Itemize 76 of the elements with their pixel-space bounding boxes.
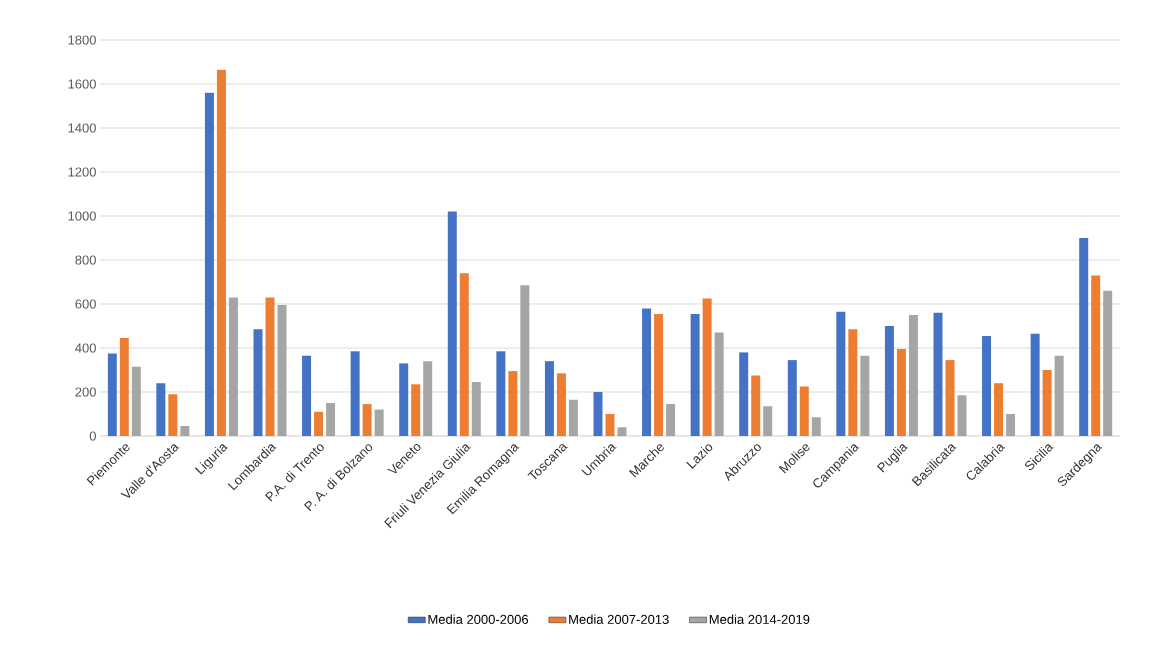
bar xyxy=(896,349,906,436)
y-tick-label: 1200 xyxy=(68,167,96,177)
bar xyxy=(423,361,433,436)
bar xyxy=(1006,414,1016,436)
legend-label: Media 2014-2019 xyxy=(709,614,810,624)
bar xyxy=(568,399,578,436)
bar xyxy=(544,361,554,436)
legend-label: Media 2007-2013 xyxy=(569,614,669,624)
bar xyxy=(763,406,773,436)
bar xyxy=(362,404,372,436)
bar xyxy=(350,351,360,436)
bar xyxy=(556,373,566,436)
bar xyxy=(374,409,384,436)
bar xyxy=(107,353,117,436)
bar xyxy=(459,273,469,436)
bar xyxy=(860,355,870,436)
bar xyxy=(508,371,518,436)
bar xyxy=(690,313,700,436)
bar xyxy=(277,305,287,436)
y-tick-label: 1600 xyxy=(68,79,96,89)
bar xyxy=(168,394,178,436)
y-tick-label: 800 xyxy=(75,255,96,265)
bar xyxy=(933,312,943,436)
legend-label: Media 2000-2006 xyxy=(428,614,529,624)
bar xyxy=(666,404,676,436)
bar xyxy=(702,298,712,436)
bar xyxy=(216,69,226,436)
bar xyxy=(471,382,481,436)
bar xyxy=(884,326,894,436)
bar xyxy=(302,355,312,436)
y-tick-label: 0 xyxy=(89,431,96,441)
bar xyxy=(617,427,627,436)
bar xyxy=(593,392,603,436)
bar xyxy=(1091,275,1101,436)
bar xyxy=(848,329,858,436)
bar xyxy=(180,426,190,436)
bar xyxy=(739,352,749,436)
y-tick-label: 1400 xyxy=(68,123,96,133)
bar xyxy=(1042,370,1052,436)
bar xyxy=(605,414,615,436)
bar xyxy=(447,211,457,436)
bar xyxy=(982,335,992,436)
bar xyxy=(411,384,421,436)
bar xyxy=(945,360,955,436)
y-tick-label: 400 xyxy=(75,343,96,353)
bar xyxy=(314,411,324,436)
bar xyxy=(957,395,967,436)
bar xyxy=(496,351,506,436)
y-tick-label: 1800 xyxy=(68,35,96,45)
bar xyxy=(642,308,652,436)
bar xyxy=(751,375,761,436)
bar xyxy=(654,313,664,436)
bar xyxy=(265,297,275,436)
bar xyxy=(994,383,1004,436)
bar xyxy=(1054,355,1064,436)
bar xyxy=(908,315,918,436)
y-tick-label: 200 xyxy=(75,387,96,397)
bar xyxy=(253,329,263,436)
bar xyxy=(787,360,797,436)
bar xyxy=(1103,290,1113,436)
bar xyxy=(714,332,724,436)
bar xyxy=(131,366,141,436)
bar xyxy=(119,338,129,436)
bar xyxy=(228,297,238,436)
bar xyxy=(326,403,336,436)
bar xyxy=(399,363,409,436)
bar xyxy=(1030,333,1040,436)
bar xyxy=(156,383,166,436)
bar xyxy=(799,386,809,436)
y-tick-label: 1000 xyxy=(68,211,96,221)
bar xyxy=(811,417,821,436)
y-tick-label: 600 xyxy=(75,299,96,309)
bar xyxy=(1079,238,1089,436)
bar xyxy=(836,311,846,436)
bar xyxy=(204,92,214,436)
bar xyxy=(520,285,530,436)
